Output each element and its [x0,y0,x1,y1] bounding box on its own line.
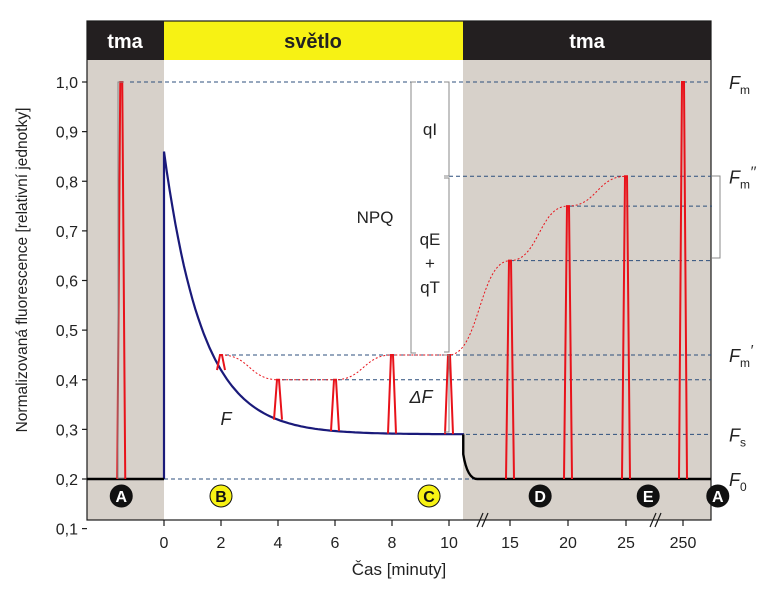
phase-label-dark-right: tma [569,31,605,53]
x-axis: 0 2 4 6 8 10 15 20 25 250 [160,520,697,552]
y-tick-label: 0,3 [56,422,78,439]
bracket-npq [410,81,416,354]
level-label: F0 [729,470,747,494]
x-tick-label: 8 [388,535,397,552]
baseline-curve [87,434,711,481]
x-tick-label: 15 [501,535,519,552]
y-axis: 0,1 0,2 0,3 0,4 0,5 0,6 0,7 0,8 0,9 1,0 [56,75,87,539]
header-dark-right [463,21,711,60]
label-qi: qI [423,120,437,139]
point-marker-label: B [215,489,227,506]
label-plus: + [425,254,435,273]
bracket-left-axis [117,81,124,479]
y-tick-label: 0,4 [56,373,78,390]
x-tick-label: 25 [617,535,635,552]
point-marker [636,484,660,508]
level-label: Fm′ [729,342,754,370]
point-marker [528,484,552,508]
label-delta-f: ΔF [408,387,433,407]
point-marker [209,484,233,508]
bracket-delta-f [444,354,450,433]
plot-frame [86,20,712,521]
x-axis-title: Čas [minuty] [352,560,446,579]
x-tick-label: 20 [559,535,577,552]
pulse [678,81,688,480]
point-marker-label: A [115,489,127,506]
y-axis-title: Normalizovaná fluorescence [relativní je… [14,108,31,433]
label-npq: NPQ [357,208,394,227]
pulse [621,175,631,480]
bracket-qi [444,81,450,177]
axis-breaks [476,512,662,528]
y-tick-label: 0,1 [56,522,78,539]
label-qe: qE [420,230,441,249]
y-tick-label: 0,6 [56,274,78,291]
bracket-qeqt [444,177,450,353]
point-marker [706,484,730,508]
level-label: Fm′′ [729,163,757,191]
right-level-labels: Fm Fm′′ Fm′ Fs F0 [729,73,757,494]
pulse [273,378,283,420]
header-dark-left [87,21,164,60]
fluorescence-curve [162,151,465,479]
label-f: F [221,409,233,429]
level-label: Fs [729,425,746,449]
pulse [387,353,397,434]
x-tick-label: 6 [331,535,340,552]
pulse [505,259,515,480]
x-tick-label: 10 [440,535,458,552]
bracket-fm-pp [712,175,721,259]
dark-band-right [463,60,711,520]
y-tick-label: 0,7 [56,224,78,241]
x-tick-label: 4 [274,535,283,552]
y-tick-label: 0,9 [56,125,78,142]
x-tick-label: 2 [217,535,226,552]
pulse [330,378,340,432]
label-qt: qT [420,278,440,297]
header-light [164,21,463,60]
y-tick-label: 0,2 [56,472,78,489]
x-tick-label: 0 [160,535,169,552]
y-tick-label: 0,5 [56,323,78,340]
x-tick-label: 250 [670,535,697,552]
pulse [216,353,226,371]
point-marker [417,484,441,508]
pulse [563,205,573,480]
y-tick-label: 1,0 [56,75,78,92]
level-label: Fm [729,73,750,97]
y-tick-label: 0,8 [56,174,78,191]
point-marker-label: C [423,489,435,506]
peak-envelope-curve [220,175,627,381]
phase-label-dark-left: tma [107,31,143,53]
brackets [117,81,721,479]
point-marker-label: E [643,489,654,506]
phase-label-light: světlo [284,31,342,53]
point-marker-label: A [712,489,724,506]
light-band [164,60,463,520]
point-marker [109,484,133,508]
point-marker-label: D [534,489,546,506]
